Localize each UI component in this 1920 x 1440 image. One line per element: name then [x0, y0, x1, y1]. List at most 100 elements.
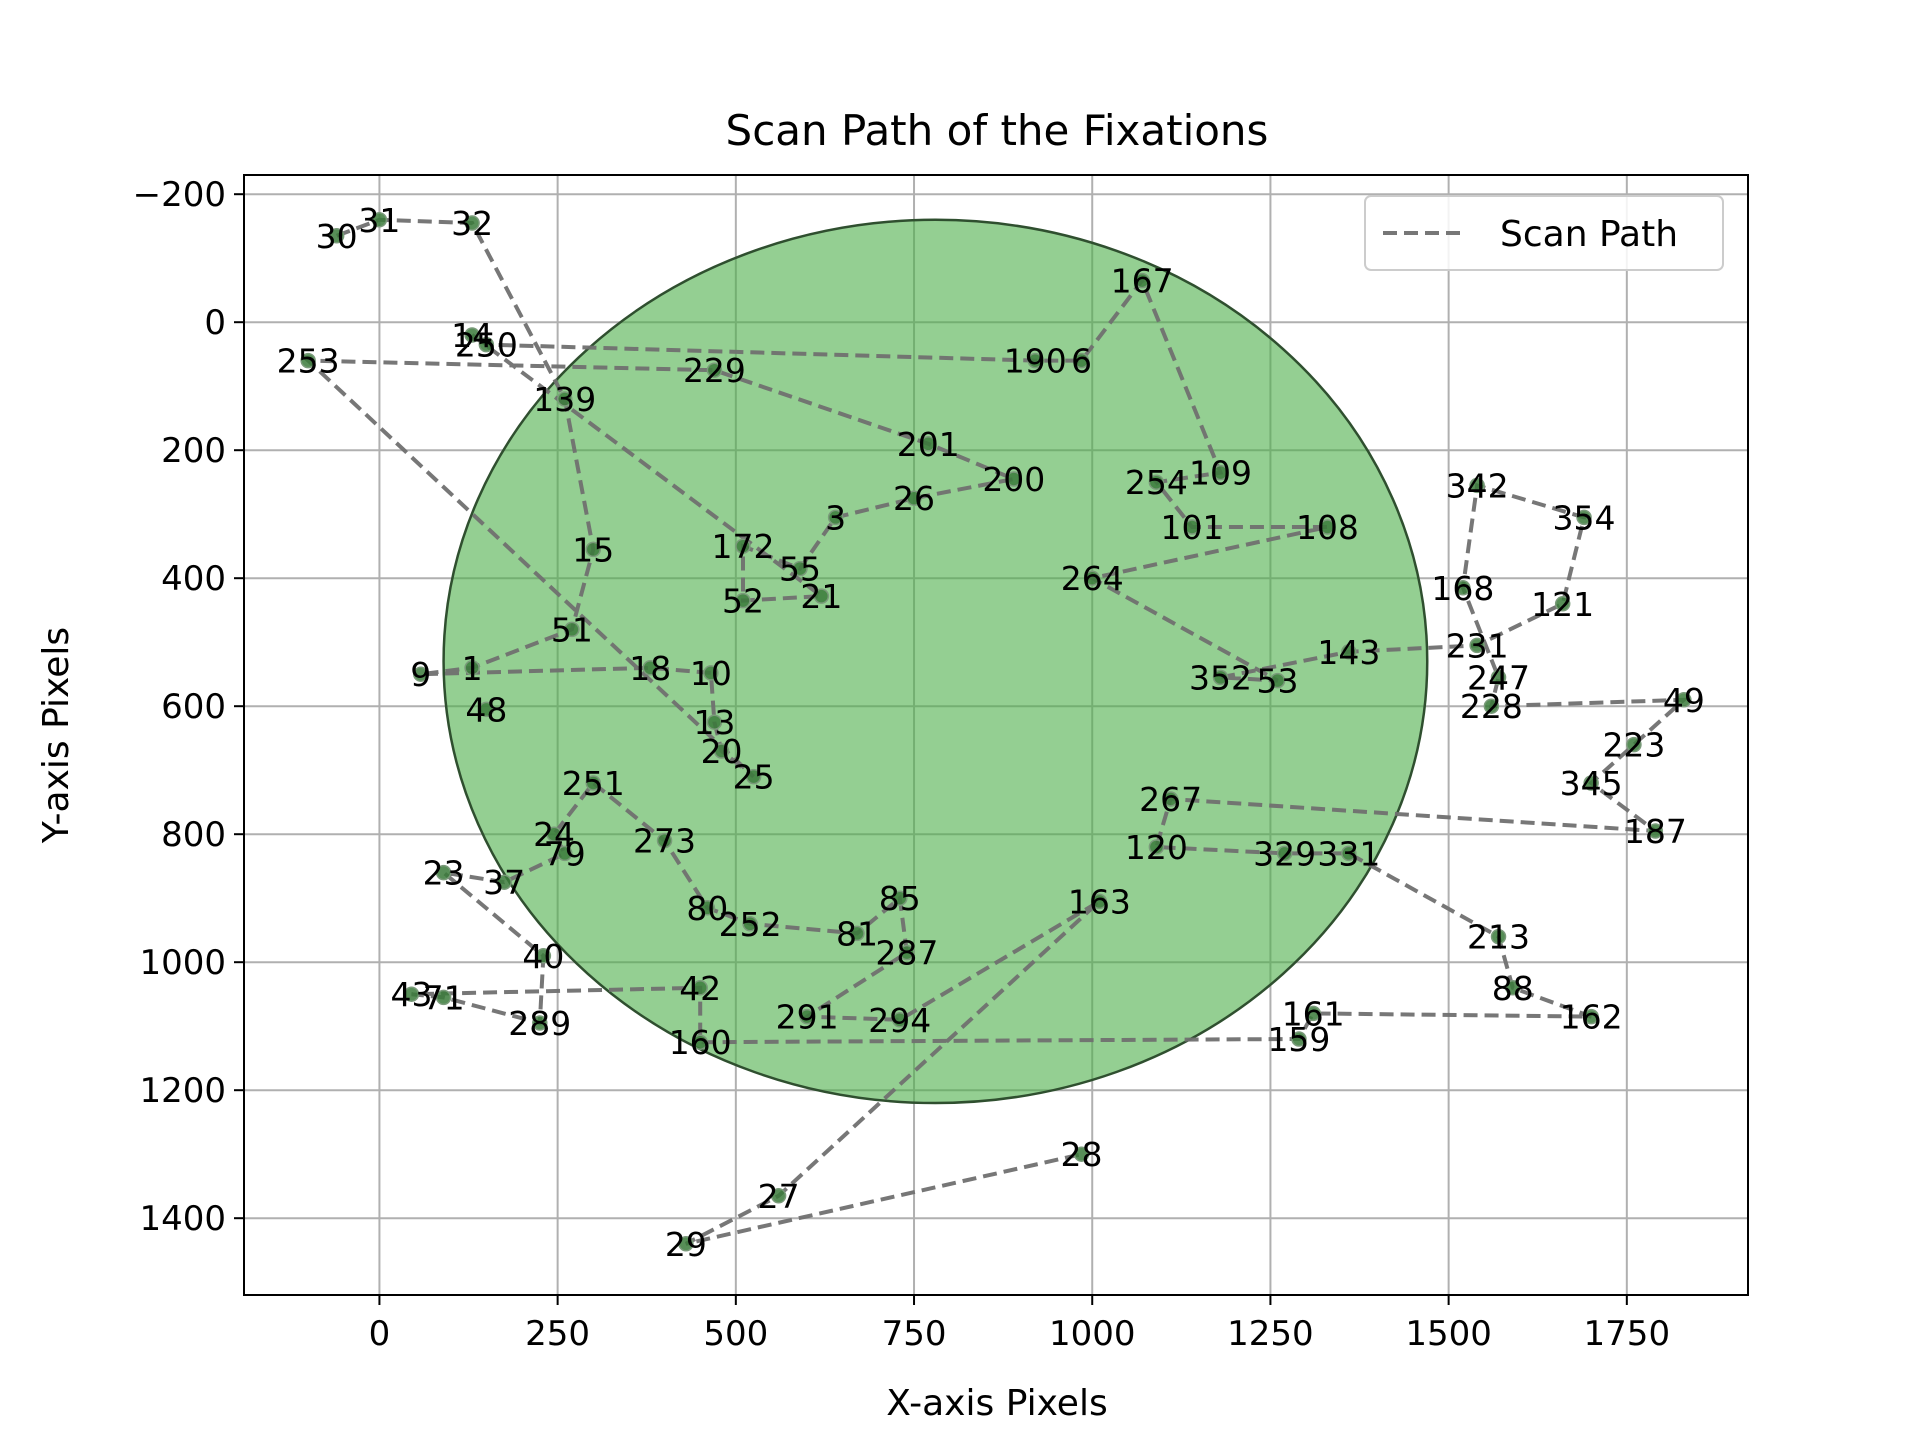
fixation-label: 139	[533, 380, 596, 419]
fixation-label: 223	[1602, 726, 1665, 765]
fixation-label: 342	[1446, 466, 1509, 505]
fixation-points	[300, 212, 1692, 1252]
fixation-point	[557, 391, 573, 407]
fixation-point	[1583, 775, 1599, 791]
fixation-label: 287	[875, 934, 938, 973]
fixation-point	[1469, 477, 1485, 494]
fixation-point	[300, 352, 316, 369]
fixation-label: 3	[825, 498, 846, 537]
fixation-point	[564, 621, 580, 638]
fixation-label: 250	[455, 326, 518, 365]
y-tick-label: −200	[133, 175, 226, 215]
y-axis-title: Y-axis Pixels	[36, 627, 77, 844]
fixation-label: 273	[633, 822, 696, 861]
fixation-label: 27	[758, 1177, 800, 1216]
fixation-point	[1134, 272, 1150, 289]
fixation-point	[1583, 1008, 1599, 1025]
fixation-point	[656, 832, 673, 849]
fixation-label: 31	[358, 201, 400, 240]
fixation-point	[478, 701, 495, 718]
y-tick-label: 600	[161, 687, 226, 727]
fixation-point	[1006, 471, 1022, 487]
x-axis-title: X-axis Pixels	[886, 1383, 1107, 1424]
fixation-point	[546, 826, 562, 842]
legend-box	[1364, 195, 1724, 271]
y-axis-ticks: −200 0 200 400 600 800 1000 1200 1400	[133, 175, 244, 1239]
fixation-point	[735, 538, 751, 554]
fixation-point	[1490, 928, 1507, 945]
fixation-label: 29	[665, 1225, 707, 1264]
fixation-point	[827, 509, 844, 526]
fixation-label: 247	[1467, 658, 1530, 697]
y-tick-label: 400	[161, 559, 226, 599]
fixation-label: 161	[1282, 994, 1345, 1033]
fixation-point	[413, 666, 429, 682]
x-tick-label: 750	[882, 1314, 947, 1354]
fixation-point	[478, 336, 495, 353]
fixation-point	[1148, 474, 1165, 490]
fixation-label: 121	[1531, 585, 1594, 624]
fixation-label: 13	[693, 703, 735, 742]
x-tick-label: 1000	[1049, 1314, 1136, 1354]
fixation-point	[1148, 839, 1165, 855]
fixation-label: 252	[719, 905, 782, 944]
fixation-label: 345	[1560, 764, 1623, 803]
fixation-label: 213	[1467, 918, 1530, 957]
fixation-label: 162	[1560, 998, 1623, 1037]
fixation-point	[1455, 580, 1471, 596]
fixation-point	[1276, 845, 1293, 862]
fixation-point	[849, 925, 865, 942]
fixation-point	[1341, 644, 1357, 660]
fixation-label: 55	[779, 550, 821, 589]
fixation-label: 26	[893, 479, 935, 518]
x-tick-label: 0	[369, 1314, 391, 1354]
fixation-point	[1505, 980, 1521, 996]
x-tick-label: 250	[525, 1314, 590, 1354]
fixation-label: 71	[423, 978, 465, 1017]
fixation-point	[642, 660, 659, 676]
fixation-label: 264	[1061, 559, 1124, 598]
x-tick-label: 1500	[1405, 1314, 1492, 1354]
fixation-label: 30	[316, 217, 358, 256]
fixation-point	[535, 948, 552, 964]
fixation-point	[1212, 464, 1229, 481]
fixation-point	[496, 874, 512, 890]
chart-title: Scan Path of the Fixations	[726, 106, 1269, 155]
y-tick-label: 800	[161, 815, 226, 855]
fixation-point	[464, 327, 480, 343]
legend: Scan Path	[1364, 195, 1724, 271]
fixation-point	[706, 362, 723, 378]
fixation-point	[464, 215, 480, 231]
fixation-label: 37	[483, 863, 525, 902]
fixation-label: 267	[1139, 780, 1202, 819]
fixation-point	[1490, 669, 1507, 686]
fixation-label: 101	[1161, 508, 1224, 547]
fixation-label: 168	[1431, 569, 1494, 608]
fixation-label: 254	[1125, 463, 1188, 502]
fixation-label: 85	[879, 879, 921, 918]
y-tick-label: 1200	[139, 1071, 226, 1111]
fixation-label: 163	[1068, 882, 1131, 921]
fixation-label: 331	[1317, 834, 1380, 873]
y-tick-label: 200	[161, 431, 226, 471]
fixation-label: 24	[533, 815, 575, 854]
legend-label-scan-path: Scan Path	[1500, 214, 1678, 255]
x-axis-ticks: 0 250 500 750 1000 1250 1500 1750	[369, 1295, 1670, 1354]
fixation-label: 187	[1624, 812, 1687, 851]
fixation-point	[585, 775, 602, 791]
fixation-label: 289	[508, 1004, 571, 1043]
fixation-point	[1483, 698, 1500, 714]
fixation-point	[328, 228, 345, 244]
fixation-label: 80	[686, 889, 728, 928]
fixation-label: 23	[423, 854, 465, 893]
fixation-label: 79	[544, 834, 586, 873]
plot-frame	[243, 174, 1749, 1296]
fixation-point	[813, 588, 830, 604]
fixation-point	[792, 560, 808, 577]
fixation-label: 159	[1267, 1020, 1330, 1059]
fixation-point	[892, 1012, 908, 1028]
fixation-label: 190	[1004, 342, 1067, 381]
fixation-label: 52	[722, 582, 764, 621]
fixation-label: 49	[1663, 681, 1705, 720]
fixation-point	[557, 845, 573, 862]
